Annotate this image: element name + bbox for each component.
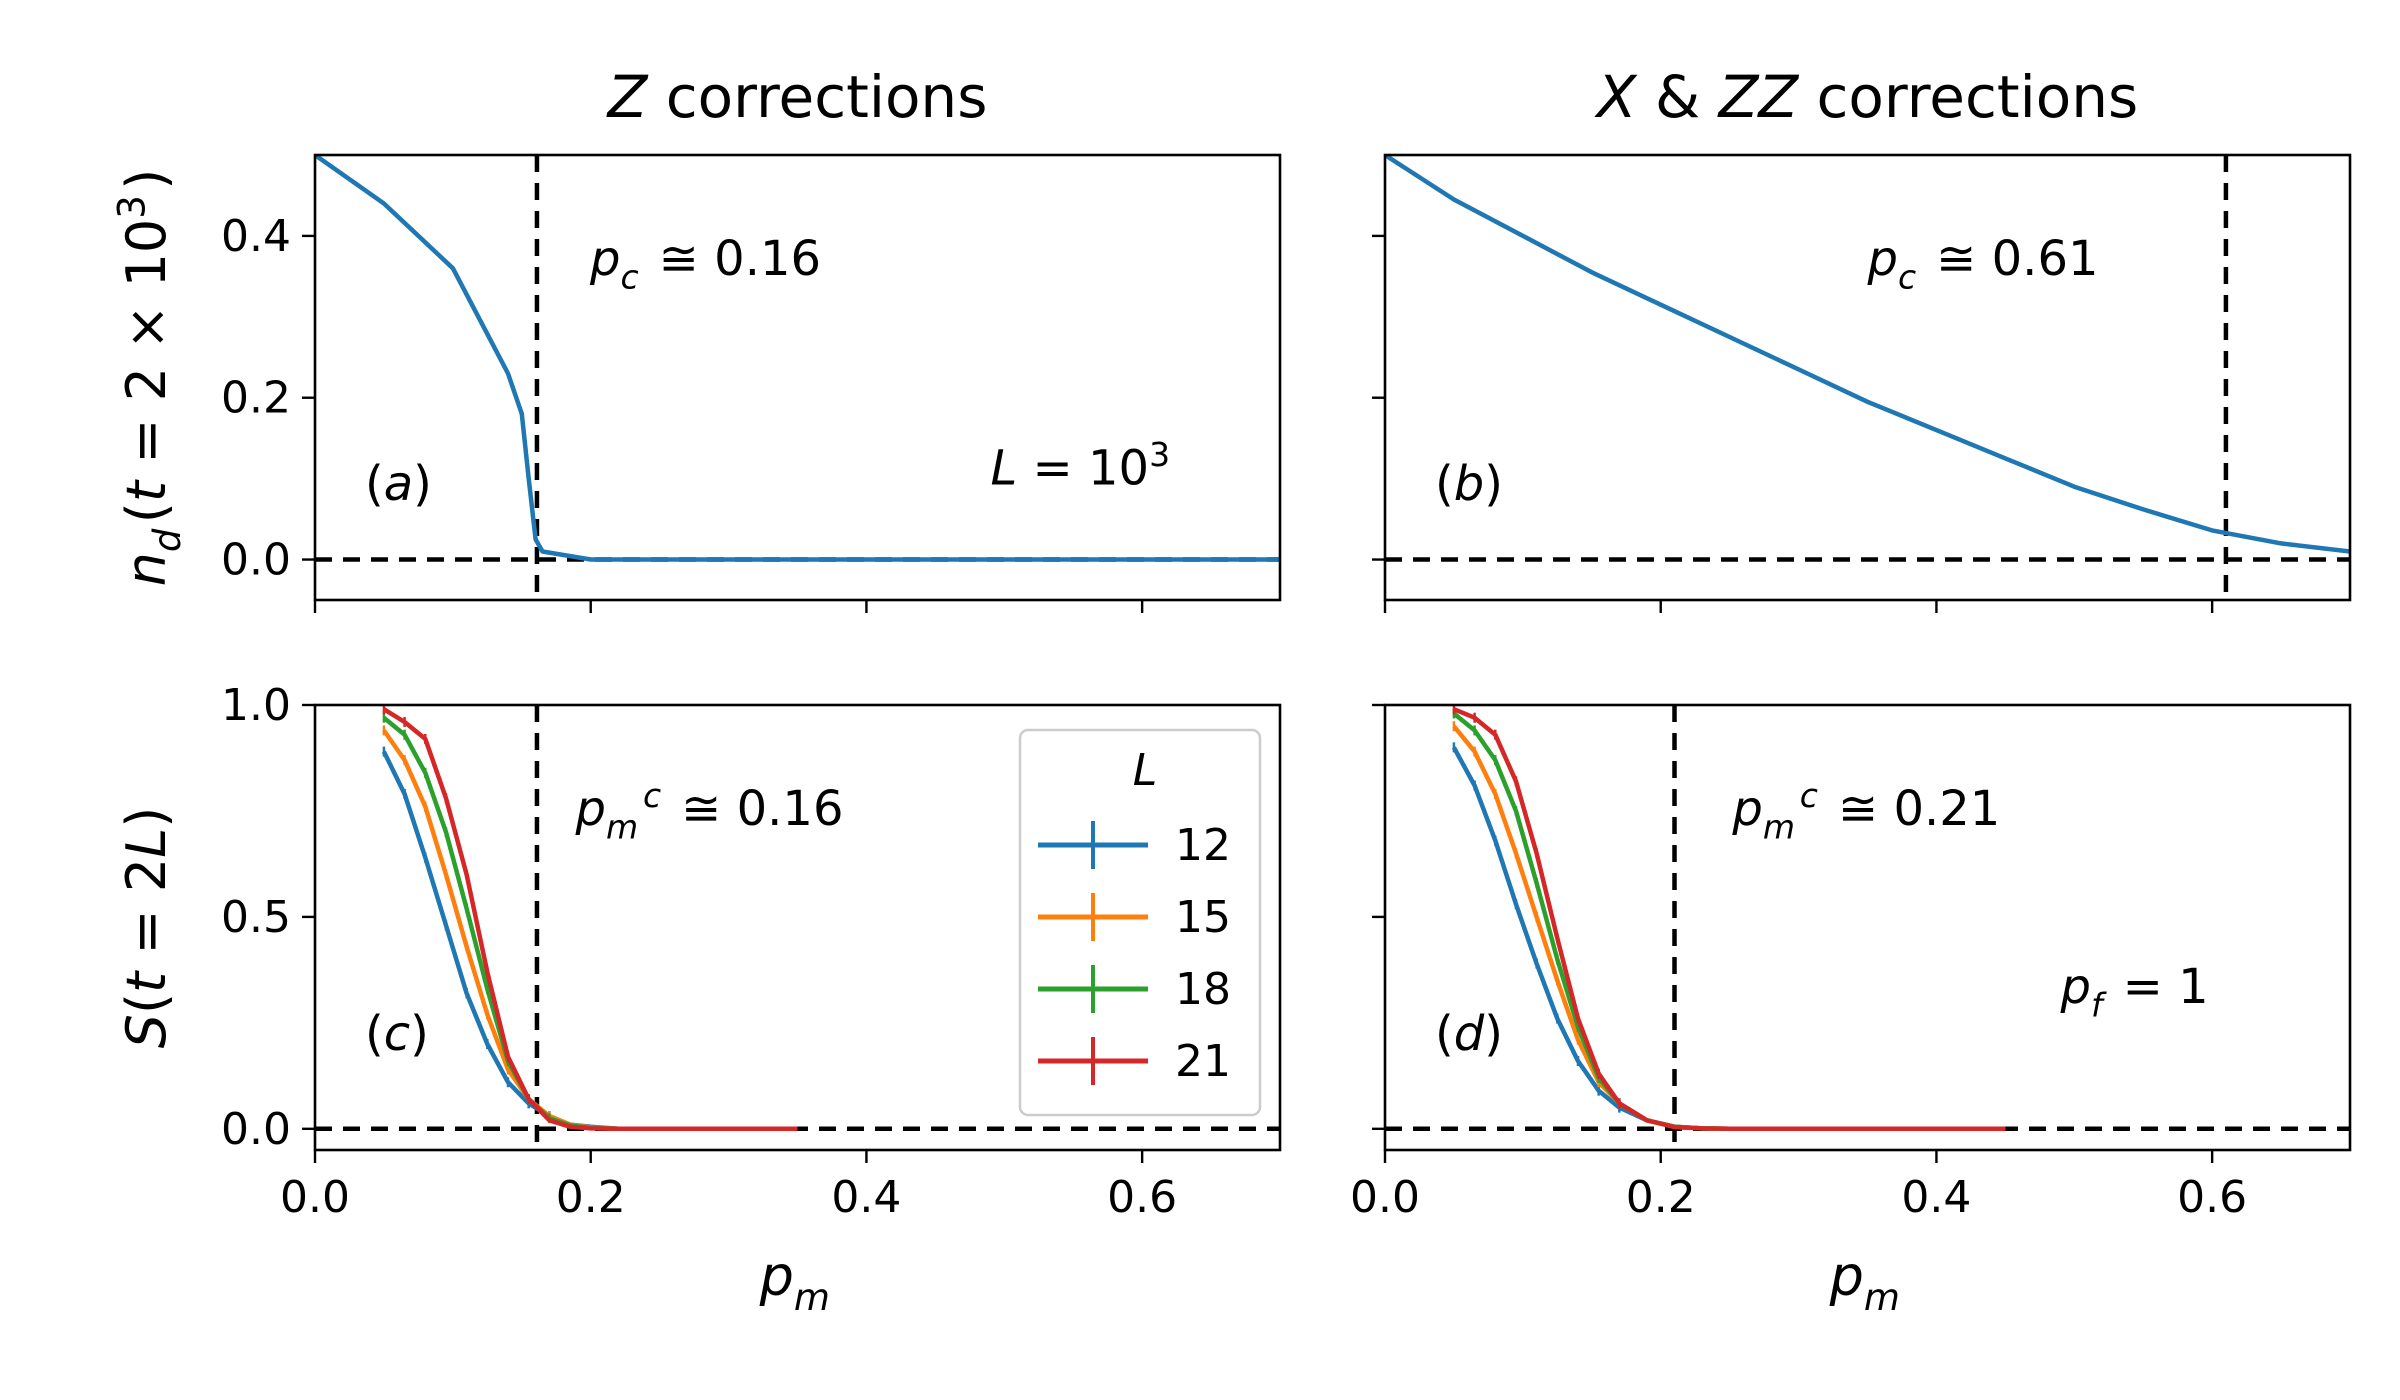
y-axis-label: nd (t = 2 × 103 ) xyxy=(110,169,189,587)
x-tick-label: 0.0 xyxy=(280,1172,350,1223)
y-tick-label: 0.0 xyxy=(221,1104,291,1155)
reference-lines xyxy=(1385,155,2350,600)
panel-a: Z corrections 0.0 0.2 0.4 nd (t = 2 × 103 ) (… xyxy=(110,63,1282,613)
reference-lines xyxy=(315,155,1280,600)
panel-d: 0.0 0.2 0.4 0.6 pm (d) pm c ≅ 0.21 pf = 1 xyxy=(1350,703,2352,1319)
annotation-text: pm c ≅ 0.21 xyxy=(1731,776,2000,847)
reference-lines xyxy=(1385,705,2350,1150)
series-line-0 xyxy=(315,155,1280,562)
panel-title: Z corrections xyxy=(606,63,988,131)
x-tick-label: 0.0 xyxy=(1350,1172,1420,1223)
series-line-0 xyxy=(1385,155,2350,554)
axes-frame xyxy=(313,703,1282,1152)
y-tick-label: 0.4 xyxy=(221,211,291,262)
panel-title: X & ZZ corrections xyxy=(1594,63,2138,131)
panel-label: (a) xyxy=(365,456,432,512)
y-tick-label: 0.2 xyxy=(221,373,291,424)
panel-label: (b) xyxy=(1435,456,1503,512)
legend-entry-label: 12 xyxy=(1175,820,1231,871)
axes-frame xyxy=(1383,703,2352,1152)
series-group xyxy=(381,705,798,1132)
legend-entry-label: 18 xyxy=(1175,964,1231,1015)
panel-b: X & ZZ corrections (b) pc ≅ 0.61 xyxy=(1372,63,2352,613)
y-tick-label: 0.0 xyxy=(221,535,291,586)
x-tick-label: 0.6 xyxy=(1107,1172,1177,1223)
legend: L 12 15 18 21 xyxy=(1018,728,1262,1117)
annotation-text: pm c ≅ 0.16 xyxy=(575,776,844,847)
series-group xyxy=(315,155,1280,562)
panel-label: (c) xyxy=(365,1006,429,1062)
legend-entry-label: 15 xyxy=(1175,892,1231,943)
legend-title: L xyxy=(1133,745,1158,796)
y-tick-label: 1.0 xyxy=(221,680,291,731)
legend-frame xyxy=(1018,728,1262,1117)
series-group xyxy=(1451,705,2006,1132)
annotation-text: pc ≅ 0.61 xyxy=(1867,231,2099,296)
series-group xyxy=(1385,155,2350,554)
x-tick-label: 0.2 xyxy=(1626,1172,1696,1223)
x-tick-label: 0.4 xyxy=(831,1172,901,1223)
annotation-text: L = 103 xyxy=(991,435,1175,496)
x-tick-label: 0.6 xyxy=(2177,1172,2247,1223)
panel-label: (d) xyxy=(1435,1006,1503,1062)
x-tick-label: 0.4 xyxy=(1901,1172,1971,1223)
x-axis-label: pm xyxy=(1829,1245,1906,1319)
axes-frame xyxy=(1383,153,2352,602)
y-axis-label: S(t = 2L) xyxy=(115,807,178,1049)
panel-c: 0.0 0.2 0.4 0.6 0.0 0.5 1.0 pm S(t = 2L) (c) pm c… xyxy=(115,680,1282,1319)
annotation-text: pc ≅ 0.16 xyxy=(589,231,821,296)
legend-entry-label: 21 xyxy=(1175,1036,1231,1087)
y-tick-label: 0.5 xyxy=(221,892,291,943)
x-tick-label: 0.2 xyxy=(556,1172,626,1223)
x-axis-label: pm xyxy=(759,1245,836,1319)
annotation-text: pf = 1 xyxy=(2060,959,2209,1024)
axes-frame xyxy=(313,153,1282,602)
